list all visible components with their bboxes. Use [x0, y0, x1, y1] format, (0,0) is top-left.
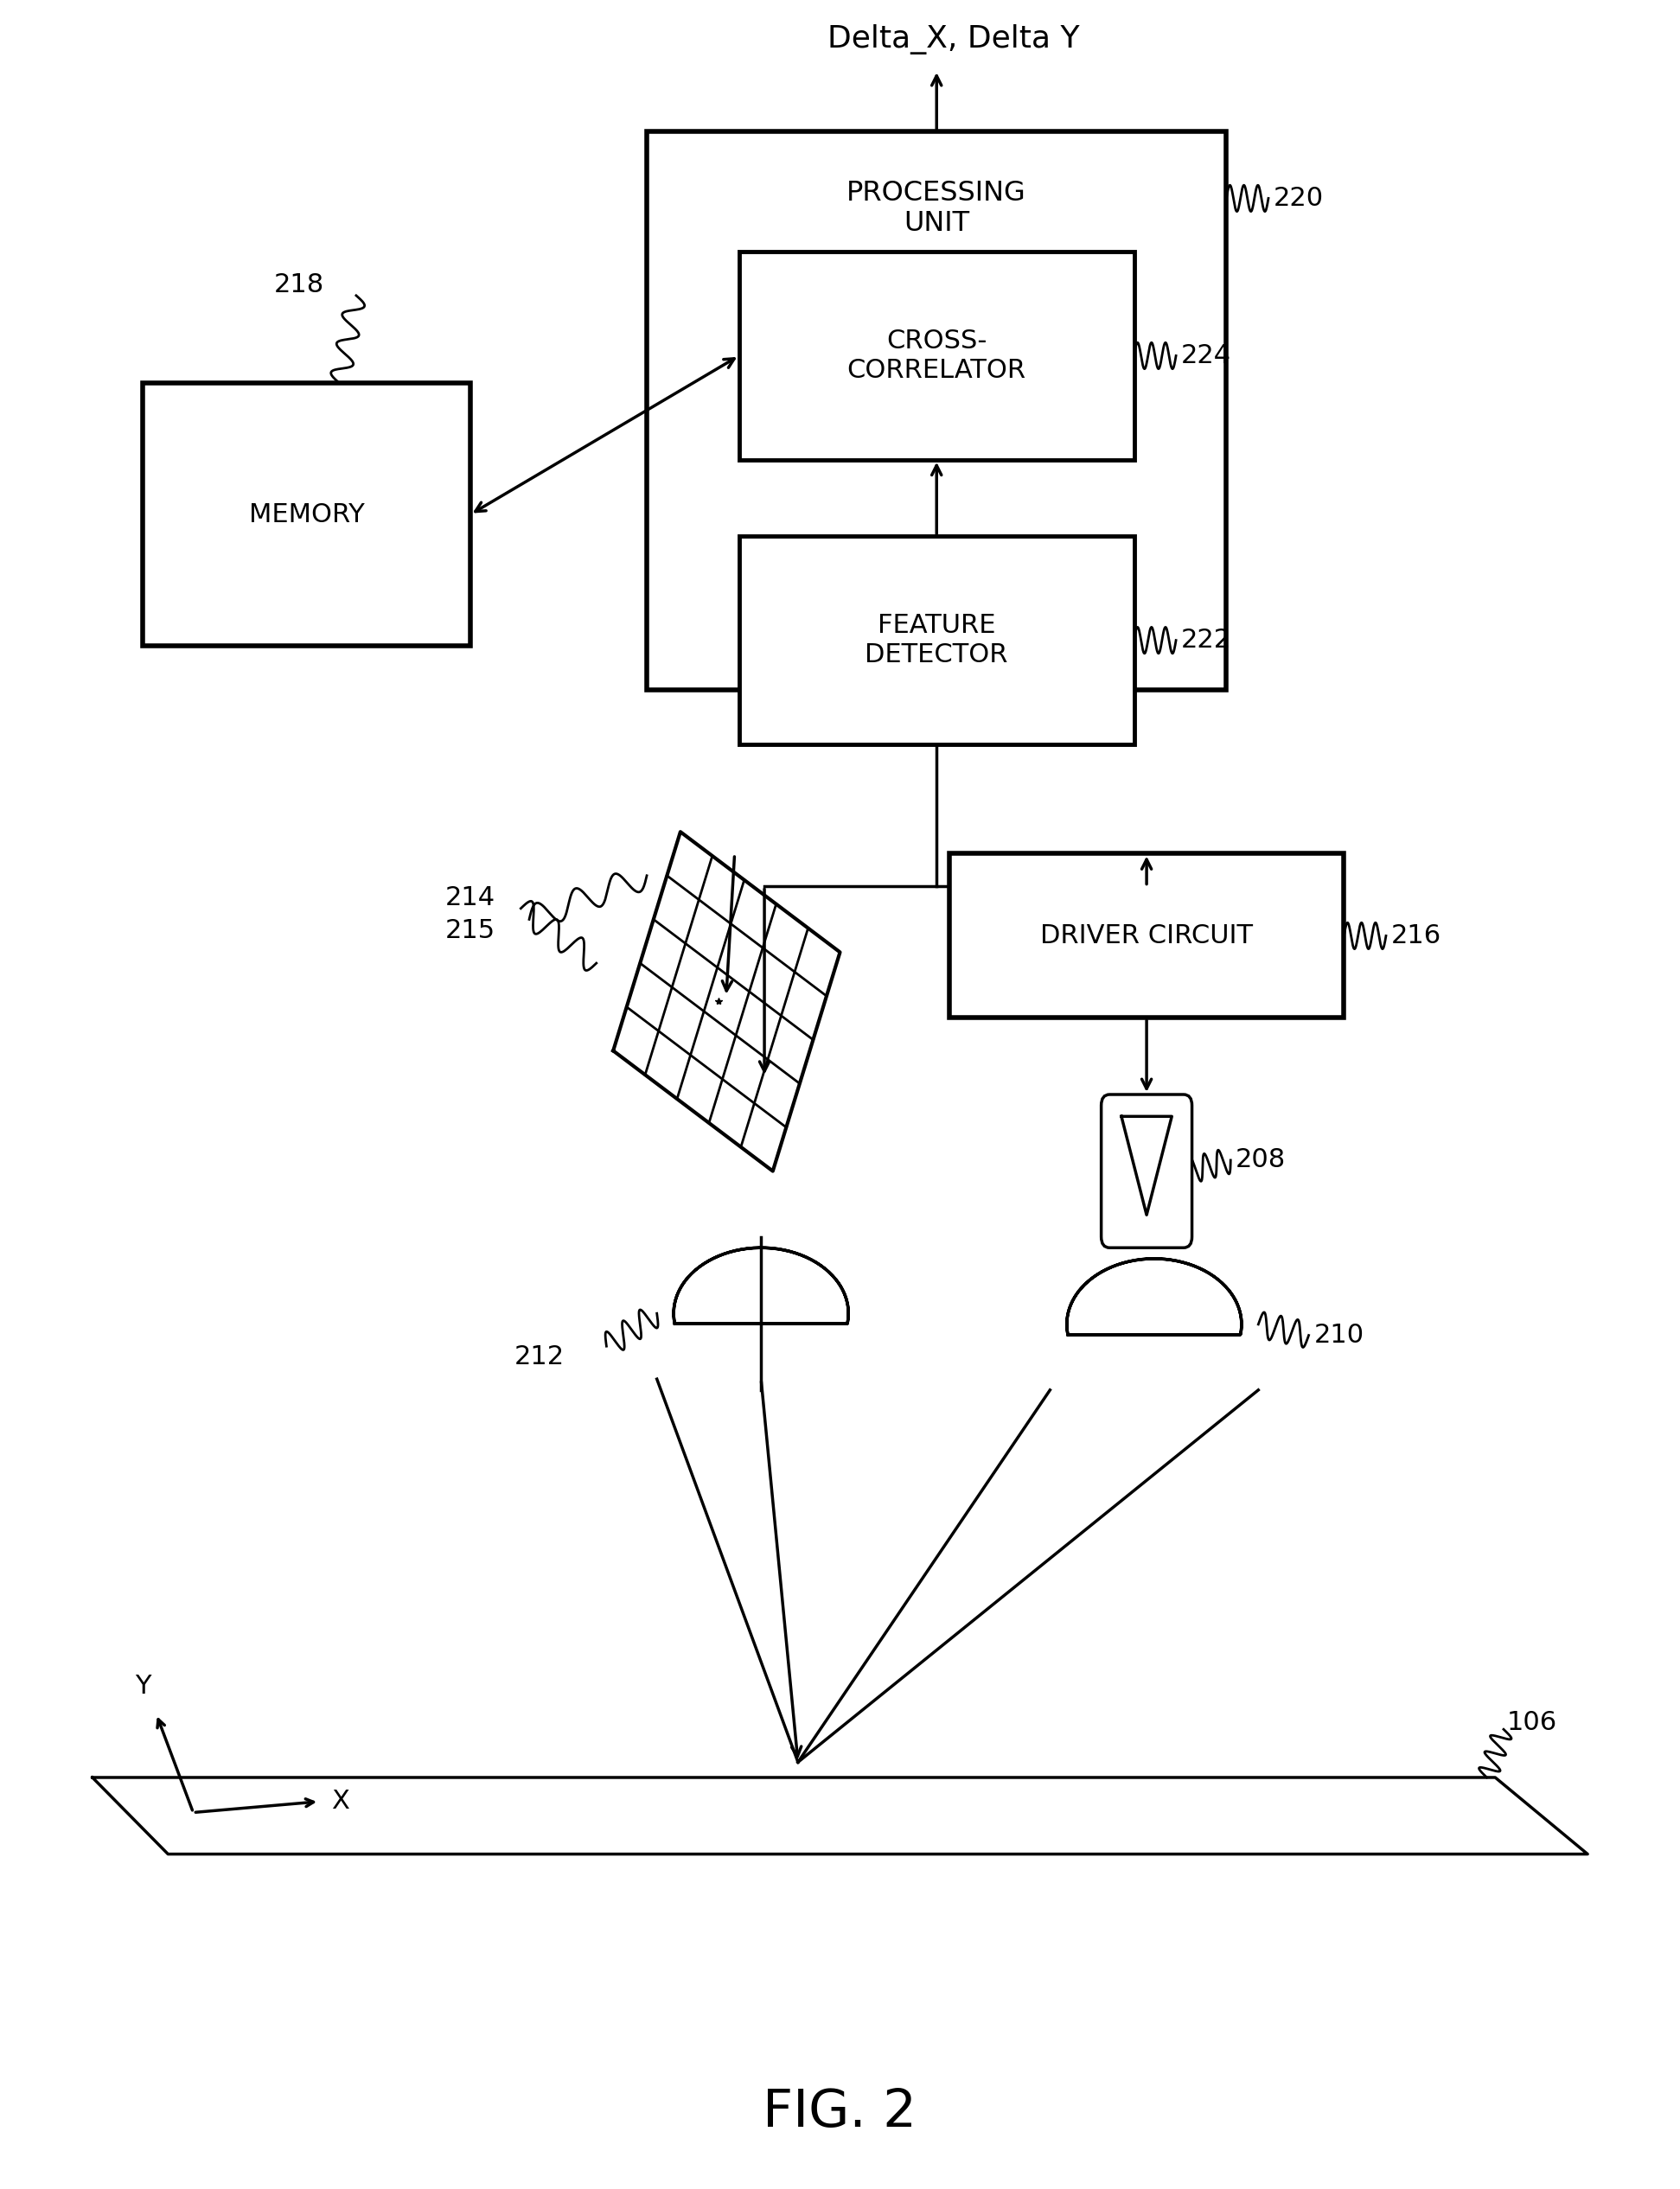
Text: 224: 224: [1181, 344, 1231, 368]
Text: DRIVER CIRCUIT: DRIVER CIRCUIT: [1040, 924, 1253, 948]
FancyBboxPatch shape: [1100, 1094, 1191, 1248]
Text: 222: 222: [1181, 628, 1231, 652]
FancyBboxPatch shape: [143, 383, 470, 646]
Text: FIG. 2: FIG. 2: [763, 2086, 917, 2139]
Text: X: X: [331, 1788, 349, 1815]
Text: 212: 212: [514, 1344, 564, 1370]
Text: 216: 216: [1391, 924, 1441, 948]
Text: 106: 106: [1507, 1710, 1557, 1736]
Text: 218: 218: [274, 271, 324, 298]
Text: 208: 208: [1235, 1147, 1285, 1173]
Text: Y: Y: [134, 1675, 151, 1699]
Text: 215: 215: [445, 917, 496, 943]
FancyBboxPatch shape: [647, 131, 1226, 690]
FancyBboxPatch shape: [949, 854, 1344, 1018]
FancyBboxPatch shape: [739, 536, 1134, 744]
FancyBboxPatch shape: [739, 252, 1134, 460]
Text: 214: 214: [445, 884, 496, 911]
Text: Delta_X, Delta Y: Delta_X, Delta Y: [827, 24, 1080, 55]
Text: 210: 210: [1314, 1322, 1364, 1348]
Text: CROSS-
CORRELATOR: CROSS- CORRELATOR: [847, 328, 1026, 383]
Text: 220: 220: [1273, 186, 1324, 210]
Text: MEMORY: MEMORY: [249, 501, 365, 528]
Text: FEATURE
DETECTOR: FEATURE DETECTOR: [865, 613, 1008, 668]
Text: PROCESSING
UNIT: PROCESSING UNIT: [847, 179, 1026, 236]
